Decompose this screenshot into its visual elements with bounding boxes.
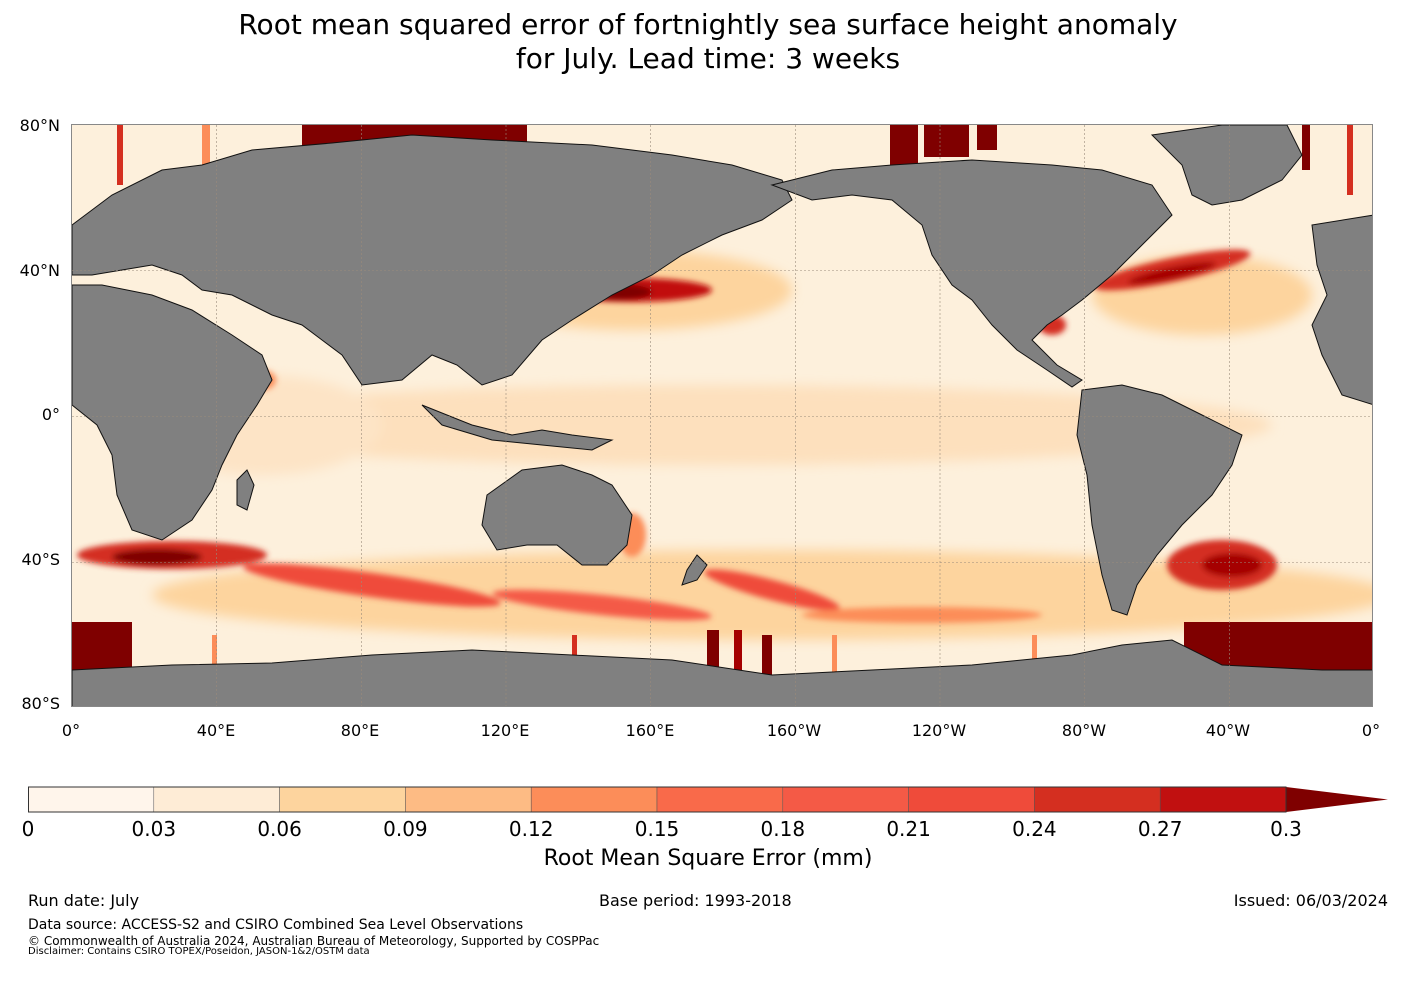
australia-landmass xyxy=(481,464,633,566)
lat-label-0: 0° xyxy=(41,405,60,424)
chart-title: Root mean squared error of fortnightly s… xyxy=(0,8,1416,76)
colorbar-tick-label: 0.09 xyxy=(383,817,428,841)
title-line-1: Root mean squared error of fortnightly s… xyxy=(238,8,1178,41)
colorbar-segment xyxy=(405,786,532,813)
colorbar-tick-label: 0 xyxy=(21,817,35,841)
land-masses xyxy=(72,125,1372,706)
issued-date: Issued: 06/03/2024 xyxy=(1233,891,1388,910)
run-date: Run date: July xyxy=(28,891,140,910)
colorbar-segments xyxy=(28,786,1287,813)
colorbar xyxy=(28,786,1388,813)
colorbar-tick-label: 0.3 xyxy=(1270,817,1302,841)
colorbar-tick-label: 0.15 xyxy=(634,817,680,841)
europe-west-landmass xyxy=(1311,214,1372,405)
colorbar-segment xyxy=(28,786,155,813)
lon-label-120e: 120°E xyxy=(480,721,530,740)
colorbar-extend-arrow xyxy=(1286,787,1388,812)
colorbar-segment xyxy=(279,786,406,813)
colorbar-tick-label: 0.27 xyxy=(1137,817,1183,841)
lat-label-40n: 40°N xyxy=(19,261,60,280)
lon-label-80w: 80°W xyxy=(1061,721,1107,740)
lon-label-0-right: 0° xyxy=(1361,721,1381,740)
colorbar-tick-label: 0.06 xyxy=(257,817,302,841)
colorbar-segment xyxy=(908,786,1035,813)
copyright: © Commonwealth of Australia 2024, Austra… xyxy=(28,934,600,948)
colorbar-segment xyxy=(153,786,280,813)
colorbar-tick-label: 0.24 xyxy=(1012,817,1057,841)
north-america-landmass xyxy=(770,159,1173,388)
map-canvas xyxy=(72,125,1372,706)
colorbar-segment xyxy=(1034,786,1161,813)
lat-label-80n: 80°N xyxy=(19,116,60,135)
graticule xyxy=(72,125,1372,706)
lon-label-160w: 160°W xyxy=(766,721,822,740)
lon-label-40w: 40°W xyxy=(1205,721,1251,740)
rmse-map xyxy=(71,124,1373,707)
colorbar-segment xyxy=(1159,786,1287,813)
colorbar-segment xyxy=(530,786,658,813)
lon-label-160e: 160°E xyxy=(625,721,675,740)
lon-label-40e: 40°E xyxy=(196,721,236,740)
lon-label-120w: 120°W xyxy=(911,721,967,740)
colorbar-tick-label: 0.12 xyxy=(508,817,554,841)
disclaimer: Disclaimer: Contains CSIRO TOPEX/Poseido… xyxy=(28,946,370,957)
antarctica-landmass xyxy=(72,639,1372,706)
eurasia-landmass xyxy=(72,134,793,386)
south-america-landmass xyxy=(1076,384,1243,616)
greenland-landmass xyxy=(1150,125,1303,206)
lon-label-0-left: 0° xyxy=(61,721,81,740)
indonesia-landmass xyxy=(421,404,614,451)
colorbar-tick-label: 0.18 xyxy=(760,817,806,841)
lon-label-80e: 80°E xyxy=(340,721,380,740)
title-line-2: for July. Lead time: 3 weeks xyxy=(515,42,901,75)
africa-landmass xyxy=(72,284,273,541)
colorbar-segment xyxy=(782,786,909,813)
colorbar-tick-label: 0.03 xyxy=(131,817,177,841)
colorbar-tick-label: 0.21 xyxy=(886,817,931,841)
colorbar-label: Root Mean Square Error (mm) xyxy=(543,846,873,871)
data-source: Data source: ACCESS-S2 and CSIRO Combine… xyxy=(28,917,524,933)
lat-label-40s: 40°S xyxy=(21,550,60,569)
colorbar-segment xyxy=(656,786,784,813)
base-period: Base period: 1993-2018 xyxy=(599,891,792,910)
madagascar-landmass xyxy=(236,469,255,511)
lat-label-80s: 80°S xyxy=(21,694,60,713)
